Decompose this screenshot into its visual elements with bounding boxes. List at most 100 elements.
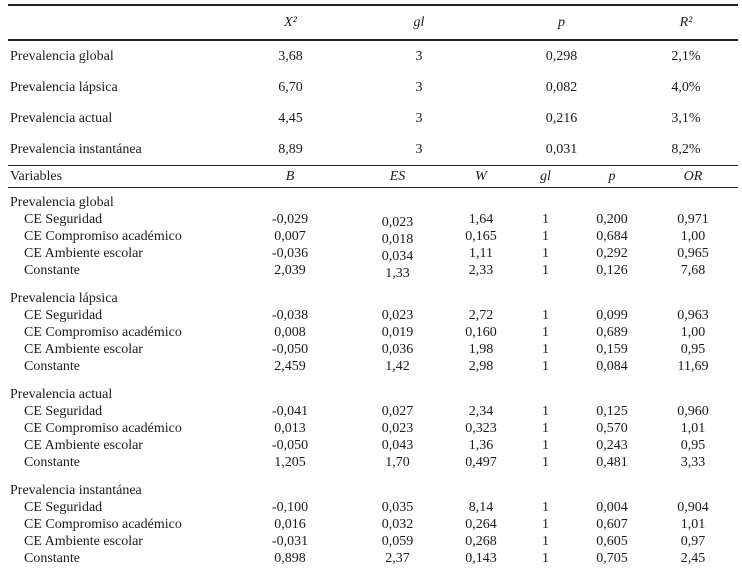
regression-row: CE Compromiso académico 0,008 0,019 0,160 1 0…	[8, 324, 738, 341]
or-value: 0,97	[680, 534, 706, 549]
es-value: 1,42	[385, 359, 410, 374]
or-value: 7,68	[680, 263, 706, 278]
col-header-b: B	[232, 165, 348, 188]
col-header-r2: R²	[634, 5, 738, 41]
regression-row: CE Ambiente escolar -0,050 0,043 1,36 1 0,243…	[8, 437, 738, 454]
es-value: 0,023	[381, 215, 414, 230]
p-value: 0,689	[596, 325, 628, 340]
gl-value: 1	[542, 229, 549, 244]
regression-header-row: Variables B ES W gl p OR	[8, 165, 738, 188]
r2-value: 3,1%	[671, 110, 701, 126]
variable-label: Constante	[24, 263, 80, 278]
or-value: 1,00	[680, 229, 706, 244]
regression-row: CE Ambiente escolar -0,031 0,059 0,268 1 0,60…	[8, 533, 738, 550]
gl-value: 1	[542, 438, 549, 453]
p-value: 0,200	[596, 212, 628, 227]
gl-value: 1	[542, 421, 549, 436]
p-value: 0,099	[596, 308, 628, 323]
or-value: 1,01	[680, 517, 706, 532]
es-value: 0,034	[381, 249, 414, 264]
regression-row: Constante 2,459 1,42 2,98 1 0,084 11,69	[8, 358, 738, 375]
or-value: 0,960	[677, 404, 709, 419]
row-label: Prevalencia instantánea	[10, 141, 142, 157]
gl-value: 1	[542, 359, 549, 374]
w-value: 0,497	[465, 455, 497, 470]
group-label: Prevalencia actual	[10, 387, 113, 402]
x2-value: 8,89	[278, 141, 303, 157]
col-header-or: OR	[648, 165, 738, 188]
or-value: 3,33	[680, 455, 706, 470]
gl-value: 1	[542, 534, 549, 549]
group-header-row: Prevalencia actual	[8, 375, 738, 403]
model-fit-row: Prevalencia lápsica 6,70 3 0,082 4,0%	[8, 72, 738, 103]
variable-label: CE Ambiente escolar	[24, 534, 143, 549]
variable-label: Constante	[24, 359, 80, 374]
group-header-row: Prevalencia lápsica	[8, 279, 738, 307]
or-value: 1,00	[680, 325, 706, 340]
w-value: 1,64	[468, 212, 494, 227]
gl-value: 3	[415, 110, 423, 126]
regression-row: Constante 1,205 1,70 0,497 1 0,481 3,33	[8, 454, 738, 471]
variable-label: CE Compromiso académico	[24, 517, 182, 532]
group-header-row: Prevalencia instantánea	[8, 471, 738, 499]
es-value: 0,019	[381, 325, 414, 340]
x2-value: 4,45	[278, 110, 303, 126]
x2-value: 6,70	[278, 79, 303, 95]
es-value: 0,023	[381, 308, 414, 323]
p-value: 0,082	[545, 79, 578, 95]
es-value: 0,035	[381, 500, 414, 515]
es-value: 0,023	[381, 421, 414, 436]
regression-row: CE Compromiso académico 0,016 0,032 0,264 1 0…	[8, 516, 738, 533]
p-value: 0,684	[596, 229, 628, 244]
w-value: 2,33	[468, 263, 494, 278]
w-value: 8,14	[468, 500, 494, 515]
or-value: 0,904	[677, 500, 709, 515]
w-value: 0,268	[465, 534, 497, 549]
es-value: 2,37	[385, 551, 410, 566]
b-value: 0,008	[274, 325, 306, 340]
variable-label: CE Compromiso académico	[24, 421, 182, 436]
w-value: 0,264	[465, 517, 497, 532]
gl-value: 1	[542, 500, 549, 515]
regression-row: Constante 2,039 1,33 2,33 1 0,126 7,68	[8, 262, 738, 281]
regression-row: CE Seguridad -0,041 0,027 2,34 1 0,125 0,960	[8, 403, 738, 420]
or-value: 0,963	[677, 308, 709, 323]
r2-value: 2,1%	[671, 48, 701, 64]
or-value: 1,01	[680, 421, 706, 436]
variable-label: Constante	[24, 551, 80, 566]
p-value: 0,607	[596, 517, 628, 532]
model-fit-row: Prevalencia instantánea 8,89 3 0,031 8,2%	[8, 134, 738, 165]
or-value: 0,965	[677, 246, 709, 261]
gl-value: 1	[542, 551, 549, 566]
w-value: 0,323	[465, 421, 497, 436]
r2-value: 4,0%	[671, 79, 701, 95]
gl-value: 1	[542, 342, 549, 357]
variable-label: CE Seguridad	[24, 404, 103, 419]
col-header-gl2: gl	[515, 165, 576, 188]
r2-value: 8,2%	[671, 141, 701, 157]
b-value: 1,205	[274, 455, 306, 470]
regression-row: CE Ambiente escolar -0,036 0,034 1,11 1 0,292…	[8, 245, 738, 264]
b-value: -0,050	[271, 438, 309, 453]
or-value: 2,45	[680, 551, 706, 566]
regression-row: CE Ambiente escolar -0,050 0,036 1,98 1 0,159…	[8, 341, 738, 358]
w-value: 1,36	[468, 438, 494, 453]
col-header-variables: Variables	[8, 165, 232, 188]
regression-row: Constante 0,898 2,37 0,143 1 0,705 2,45	[8, 550, 738, 571]
b-value: 0,016	[274, 517, 306, 532]
col-header-p2: p	[576, 165, 648, 188]
w-value: 0,143	[465, 551, 497, 566]
b-value: -0,100	[271, 500, 309, 515]
row-label: Prevalencia actual	[10, 110, 113, 126]
p-value: 0,570	[596, 421, 628, 436]
regression-row: CE Seguridad -0,029 0,023 1,64 1 0,200 0,971	[8, 211, 738, 230]
group-label: Prevalencia lápsica	[10, 291, 118, 306]
group-header-row: Prevalencia global	[8, 188, 738, 212]
variable-label: CE Seguridad	[24, 500, 103, 515]
variable-label: CE Compromiso académico	[24, 229, 182, 244]
variable-label: CE Seguridad	[24, 212, 103, 227]
p-value: 0,084	[596, 359, 628, 374]
p-value: 0,216	[545, 110, 578, 126]
b-value: -0,031	[271, 534, 309, 549]
